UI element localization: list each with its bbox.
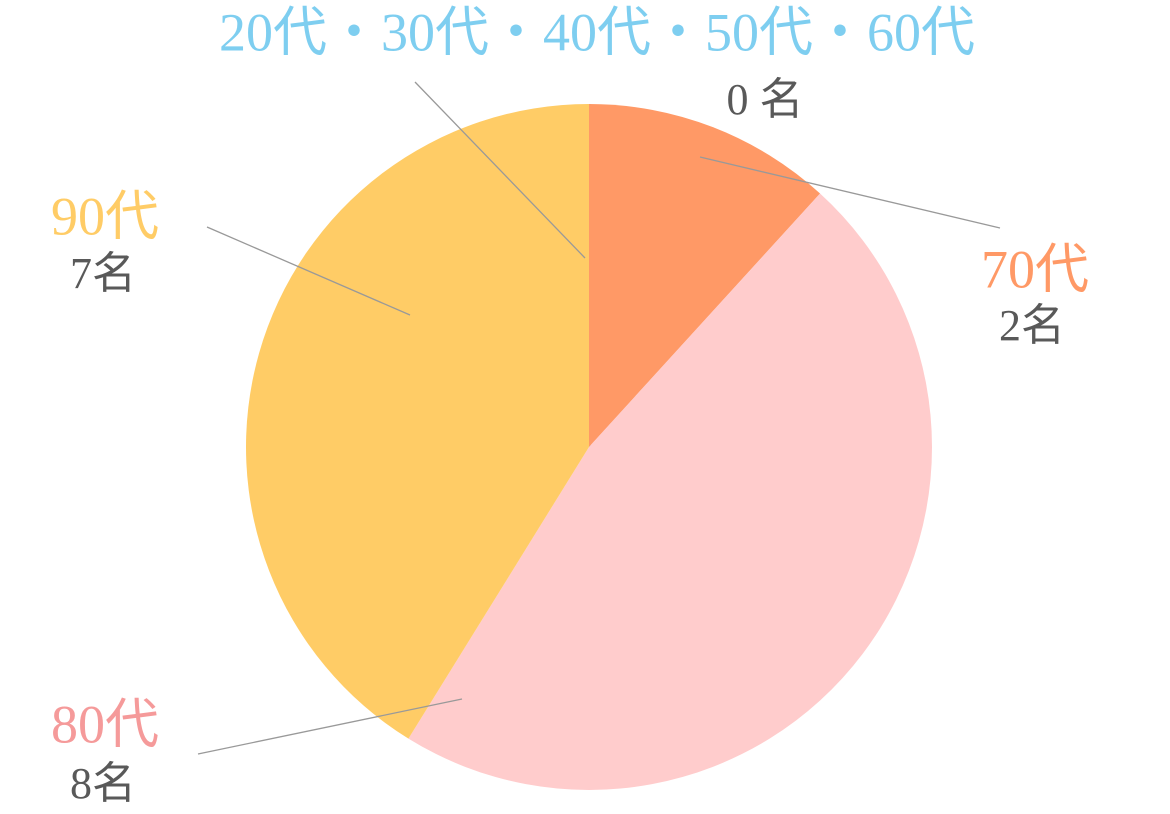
leader-line xyxy=(699,156,1001,229)
pie-slice xyxy=(246,103,589,739)
category-label: 80代 xyxy=(51,694,159,754)
value-label: 2名 xyxy=(999,301,1065,350)
leader-line xyxy=(206,226,411,316)
category-label: 70代 xyxy=(981,239,1089,299)
pie-slice xyxy=(408,193,932,790)
value-label: 7名 xyxy=(70,249,136,298)
category-label: 20代・30代・40代・50代・60代 xyxy=(219,2,975,62)
value-label: 0 名 xyxy=(727,75,804,124)
leader-line xyxy=(414,81,586,259)
pie-slice xyxy=(589,104,821,447)
category-label: 90代 xyxy=(51,186,159,246)
leader-line xyxy=(197,698,463,755)
value-label: 8名 xyxy=(70,759,136,808)
